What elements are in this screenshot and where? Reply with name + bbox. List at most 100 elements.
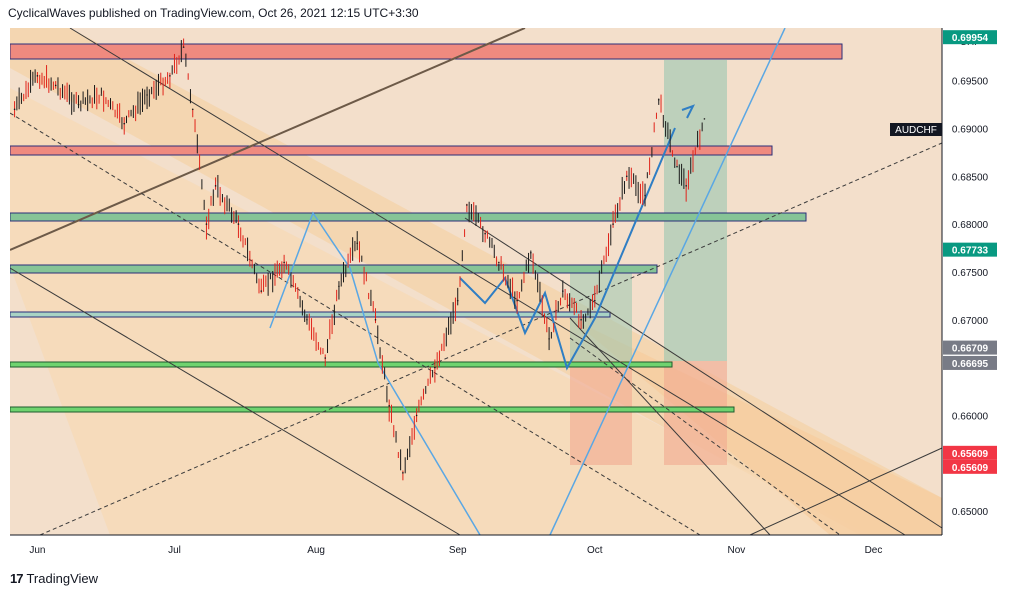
price-series	[13, 38, 706, 481]
price-point	[146, 94, 148, 96]
price-point	[260, 290, 263, 292]
price-point	[676, 165, 678, 168]
price-point	[612, 223, 614, 225]
price-point	[356, 242, 359, 245]
price-tick-label: 0.67000	[952, 316, 989, 327]
price-tag-bg	[943, 355, 997, 370]
channel-upper-line	[69, 27, 906, 536]
footer-brand[interactable]: TradingView	[26, 571, 99, 586]
price-point	[593, 299, 596, 302]
price-tag-label: 0.69954	[952, 33, 989, 44]
price-point	[214, 185, 217, 187]
price-tag-label: 0.66709	[952, 344, 989, 355]
price-point	[100, 94, 103, 96]
price-point	[182, 46, 185, 48]
price-point	[169, 75, 171, 77]
channel-lower-line	[9, 267, 461, 536]
price-tag-bg	[943, 445, 997, 460]
arrow-head	[681, 104, 696, 119]
wedge-upper-line	[464, 217, 943, 529]
price-point	[13, 108, 16, 111]
price-point	[625, 175, 628, 178]
time-tick-label: Oct	[587, 545, 603, 556]
price-tag-label: 0.65609	[952, 449, 989, 460]
rising-dashed-line	[39, 142, 943, 536]
price-tick-label: 0.69000	[952, 124, 989, 135]
symbol-tag-bg	[890, 123, 942, 136]
resistance-zone-top	[9, 43, 843, 60]
support-zone-5	[9, 406, 735, 413]
time-tick-label: Nov	[728, 545, 746, 556]
price-tag-label: 0.66695	[952, 359, 989, 370]
rising-trendline	[9, 27, 526, 251]
price-tick-label: 0.65000	[952, 507, 989, 518]
price-tag-label: 0.65609	[952, 463, 989, 474]
channel-mid-dashed	[9, 112, 701, 536]
abc-pattern-1	[269, 211, 481, 536]
time-axis: Jun Jul Aug Sep Oct Nov Dec	[29, 545, 882, 556]
price-point	[402, 472, 404, 474]
price-point	[191, 108, 194, 111]
symbol-tag: AUDCHF	[895, 125, 937, 136]
price-point	[415, 414, 418, 417]
price-point	[657, 98, 660, 101]
time-tick-label: Jul	[168, 545, 181, 556]
tradingview-logo-icon: 17	[10, 571, 24, 586]
long-position2-profit	[664, 60, 727, 361]
chart-svg: CHF 0.695000.690000.685000.680000.675000…	[9, 27, 997, 556]
support-zone-2	[9, 264, 658, 274]
price-tag-bg	[943, 242, 997, 257]
time-tick-label: Jun	[29, 545, 45, 556]
lower-rising-line	[749, 447, 943, 536]
price-tick-label: 0.68000	[952, 220, 989, 231]
price-point	[237, 223, 240, 225]
price-point	[123, 122, 126, 125]
price-chart[interactable]: CHF 0.695000.690000.685000.680000.675000…	[9, 27, 1000, 563]
time-tick-label: Dec	[865, 545, 883, 556]
price-tags: 0.69954 0.67733 0.66709 0.66695 0.65609 0.656…	[943, 30, 997, 474]
price-point	[548, 338, 550, 340]
price-point	[580, 318, 582, 321]
price-point	[54, 84, 57, 87]
price-point	[283, 261, 285, 264]
price-point	[530, 252, 532, 254]
price-point	[498, 261, 500, 264]
footer: 17 TradingView	[10, 571, 98, 586]
price-tag-bg	[943, 30, 997, 45]
wedge-lower-line	[569, 317, 771, 536]
price-point	[516, 299, 518, 302]
price-axis: 0.69500 0.69000 0.68500 0.68000 0.67500 0.670…	[952, 77, 989, 518]
price-point	[77, 103, 80, 106]
support-zone-1	[9, 212, 807, 222]
price-point	[562, 290, 564, 292]
support-zone-3	[9, 311, 611, 318]
blue-trend-line	[549, 27, 786, 536]
support-zone-4	[9, 361, 673, 368]
price-point	[388, 405, 390, 407]
long-position2-loss	[664, 361, 727, 465]
abc-pattern-2	[459, 127, 676, 371]
price-point	[685, 185, 687, 187]
price-point	[434, 366, 436, 369]
wedge-fill	[570, 318, 942, 535]
price-point	[306, 318, 308, 321]
time-tick-label: Aug	[307, 545, 325, 556]
price-tick-label: 0.68500	[952, 172, 989, 183]
publish-info: CyclicalWaves published on TradingView.c…	[8, 6, 419, 20]
price-point	[205, 223, 208, 225]
resistance-zone-mid	[9, 145, 773, 156]
price-tick-label: 0.69500	[952, 77, 989, 88]
price-point	[324, 357, 327, 359]
long-position-loss	[570, 361, 632, 465]
price-tick-label: 0.66000	[952, 411, 989, 422]
price-point	[644, 194, 646, 197]
time-tick-label: Sep	[449, 545, 467, 556]
price-tag-bg	[943, 459, 997, 474]
price-point	[484, 232, 486, 235]
price-point	[374, 318, 377, 321]
price-point	[703, 118, 706, 120]
price-point	[456, 299, 459, 302]
price-point	[338, 285, 340, 288]
price-tick-label: 0.67500	[952, 268, 989, 279]
price-tag-label: 0.67733	[952, 246, 989, 257]
